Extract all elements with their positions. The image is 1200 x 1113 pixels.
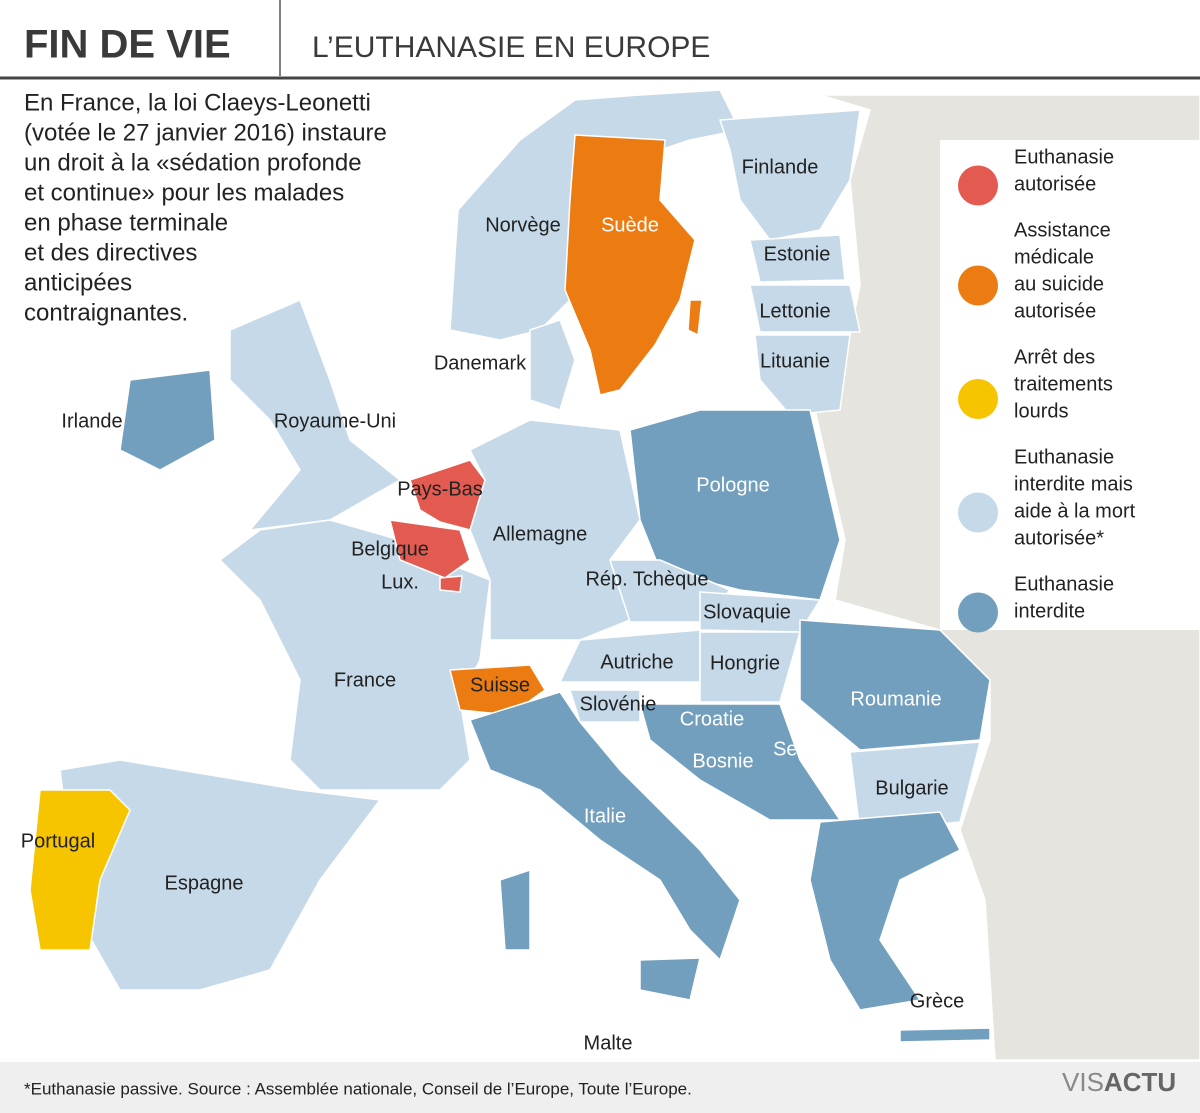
country-label: Portugal [21, 830, 96, 852]
logo: VISACTU [1062, 1067, 1176, 1097]
legend-label: Euthanasie [1014, 446, 1114, 468]
legend-label: Euthanasie [1014, 146, 1114, 168]
country-label: Norvège [485, 214, 561, 236]
logo-part: ACTU [1104, 1067, 1176, 1097]
country-label: Hongrie [710, 652, 780, 674]
country-label: Lux. [381, 571, 419, 593]
italy [469, 691, 741, 961]
legend-label: Assistance [1014, 219, 1111, 241]
netherlands [409, 459, 486, 531]
estonia [749, 234, 846, 283]
title: FIN DE VIE [24, 23, 231, 67]
subtitle: L’EUTHANASIE EN EUROPE [312, 31, 710, 64]
intro-line: En France, la loi Claeys-Leonetti [24, 89, 371, 116]
sicily [639, 957, 701, 1001]
country-label: Estonie [764, 243, 831, 265]
country-label: Royaume-Uni [274, 410, 396, 432]
intro-line: et des directives [24, 239, 197, 266]
country-label: Grèce [910, 990, 964, 1012]
country-label: Suède [601, 214, 659, 236]
denmark [529, 319, 576, 411]
country-label: Slovénie [580, 693, 657, 715]
intro-line: un droit à la «sédation profonde [24, 149, 362, 176]
intro-line: et continue» pour les malades [24, 179, 344, 206]
country-label: Irlande [61, 410, 122, 432]
country-label: Lituanie [760, 350, 830, 372]
header-bg [0, 0, 1200, 80]
country-label: Bosnie [692, 750, 753, 772]
crete [899, 1027, 991, 1043]
legend-label: interdite [1014, 600, 1085, 622]
ireland [119, 369, 216, 471]
footer-bg [0, 1062, 1200, 1113]
country-label: Lettonie [759, 300, 830, 322]
sardinia [499, 869, 531, 951]
country-label: Serbie [773, 738, 831, 760]
bulgaria [849, 741, 981, 833]
country-label: Pologne [696, 474, 769, 496]
country-label: Malte [584, 1032, 633, 1054]
country-label: France [334, 669, 396, 691]
intro-line: en phase terminale [24, 209, 228, 236]
intro-line: (votée le 27 janvier 2016) instaure [24, 119, 387, 146]
legend-label: aide à la mort [1014, 500, 1136, 522]
hungary [699, 631, 801, 703]
country-label: Autriche [600, 651, 673, 673]
logo-part: VIS [1062, 1067, 1104, 1097]
country-label: Bulgarie [875, 777, 948, 799]
belgium [389, 519, 471, 579]
gotland [687, 299, 703, 336]
legend-label: au suicide [1014, 273, 1104, 295]
greece [809, 811, 961, 1011]
legend-label: lourds [1014, 400, 1068, 422]
country-label: Slovaquie [703, 601, 791, 623]
country-label: Allemagne [493, 523, 588, 545]
legend-label: interdite mais [1014, 473, 1133, 495]
country-label: Espagne [165, 872, 244, 894]
legend-swatch [958, 592, 998, 633]
country-label: Roumanie [850, 688, 941, 710]
country-label: Danemark [434, 352, 527, 374]
intro-line: contraignantes. [24, 299, 188, 326]
country-label: Italie [584, 805, 626, 827]
latvia [749, 284, 861, 333]
legend-label: autorisée [1014, 173, 1096, 195]
legend-label: médicale [1014, 246, 1094, 268]
country-label: Pays-Bas [397, 478, 483, 500]
legend-swatch [958, 379, 998, 419]
portugal [29, 789, 131, 951]
country-label: Croatie [680, 708, 744, 730]
luxembourg [439, 575, 463, 593]
spain [59, 759, 381, 991]
legend-swatch [958, 492, 998, 533]
legend-swatch [958, 265, 998, 306]
sweden [564, 134, 696, 396]
legend-swatch [958, 165, 998, 206]
legend-label: Arrêt des [1014, 346, 1095, 368]
norway [449, 89, 741, 341]
legend-label: traitements [1014, 373, 1113, 395]
balkans [639, 703, 841, 821]
legend-label: autorisée* [1014, 527, 1104, 549]
finland [719, 109, 861, 241]
intro-line: anticipées [24, 269, 132, 296]
slovenia [569, 689, 641, 723]
country-label: Belgique [351, 538, 429, 560]
footer: *Euthanasie passive. Source : Assemblée … [24, 1079, 692, 1098]
lithuania [754, 334, 851, 416]
legend-label: Euthanasie [1014, 573, 1114, 595]
country-label: Rép. Tchèque [585, 568, 708, 590]
country-label: Finlande [742, 156, 819, 178]
country-label: Suisse [470, 674, 530, 696]
legend-label: autorisée [1014, 300, 1096, 322]
